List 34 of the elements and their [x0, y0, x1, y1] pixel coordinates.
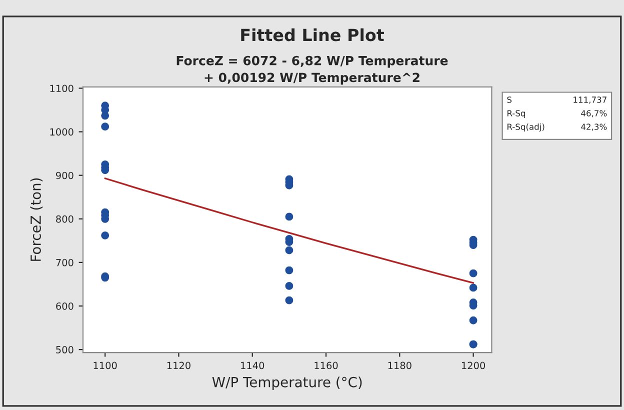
y-tick-label: 800: [56, 215, 74, 223]
point: [285, 212, 294, 221]
text: 111,737: [574, 96, 606, 104]
point: [101, 122, 110, 131]
x-tick-label: 1180: [388, 362, 412, 370]
point: [469, 316, 478, 324]
point: [285, 266, 294, 274]
point: [469, 284, 478, 292]
y-tick-label: 600: [56, 302, 74, 310]
y-tick-label: 900: [56, 172, 74, 180]
y-tick-label: 1000: [50, 128, 74, 136]
x-tick-label: 1160: [314, 362, 338, 370]
y-tick-label: 700: [56, 258, 74, 266]
point: [101, 231, 110, 240]
x-tick-label: 1140: [241, 362, 264, 370]
text: 46,7%: [581, 110, 607, 118]
y-tick-label: 500: [56, 346, 74, 354]
chart-subtitle: ForceZ = 6072 - 6,82 W/P Temperature + 0,00192 W/P Temperature^2: [176, 56, 448, 85]
x-tick-label: 1200: [462, 362, 486, 370]
y-tick-label: 1100: [50, 84, 74, 92]
y-axis-title: ForceZ (ton): [30, 178, 43, 261]
point: [101, 112, 110, 120]
x-axis-title: W/P Temperature (°C): [212, 376, 362, 390]
chart-title: Fitted Line Plot: [241, 28, 384, 42]
point: [285, 246, 294, 254]
x-tick-label: 1100: [94, 362, 117, 370]
text: R-Sq(adj): [508, 123, 544, 132]
text: S: [507, 96, 512, 103]
point: [285, 282, 294, 290]
point: [285, 296, 294, 304]
point: [469, 269, 478, 278]
x-tick-label: 1120: [167, 362, 190, 370]
text: 42,3%: [581, 124, 607, 131]
text: R-Sq: [508, 110, 525, 118]
